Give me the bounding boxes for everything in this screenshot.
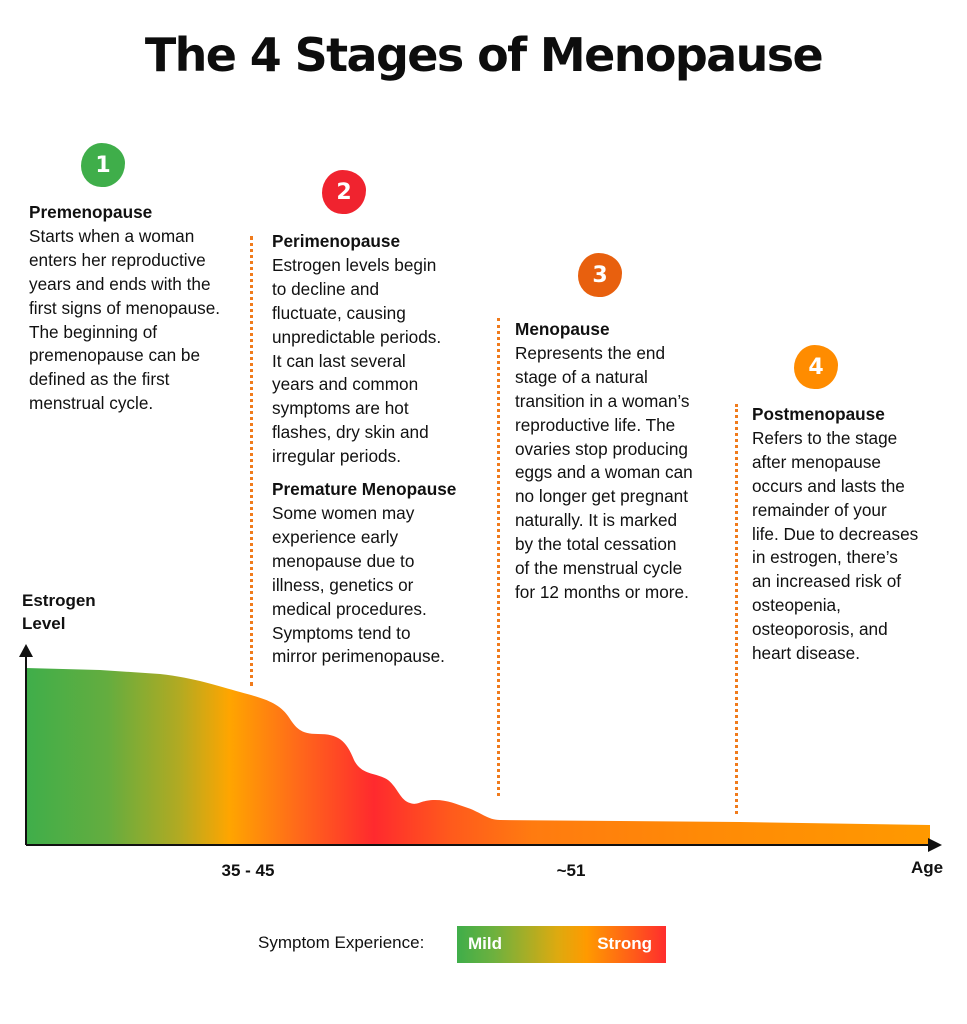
stage-1-text: Premenopause Starts when a woman enters …: [29, 201, 244, 416]
stage-2-sub-line: Symptoms tend to: [272, 622, 411, 643]
stage-4-line: life. Due to decreases: [752, 523, 919, 544]
stage-divider-4: [735, 404, 738, 814]
symptom-legend-bar: Mild Strong: [457, 926, 666, 963]
stage-4-line: osteoporosis, and: [752, 619, 888, 640]
stage-1-badge: 1: [81, 143, 125, 187]
stage-2-line: It can last several: [272, 350, 406, 371]
stage-4-line: in estrogen, there’s: [752, 547, 898, 568]
stage-3-line: ovaries stop producing: [515, 438, 688, 459]
page-title: The 4 Stages of Menopause: [144, 28, 824, 82]
stage-1-line: Starts when a woman: [29, 225, 195, 246]
estrogen-curve: [26, 668, 930, 845]
stage-1-line: defined as the first: [29, 369, 170, 390]
stage-4-line: after menopause: [752, 451, 881, 472]
y-axis-label-line2: Level: [22, 614, 66, 633]
stage-4-heading: Postmenopause: [752, 404, 885, 424]
stage-divider-2: [250, 236, 253, 686]
stage-2-line: symptoms are hot: [272, 398, 409, 419]
x-tick-label: ~51: [556, 861, 586, 880]
stage-2-line: Estrogen levels begin: [272, 254, 437, 275]
x-axis-arrow: [928, 838, 942, 852]
stage-1-line: premenopause can be: [29, 345, 201, 366]
y-axis-arrow: [19, 644, 33, 657]
stage-2-line: to decline and: [272, 278, 380, 299]
stage-4-line: heart disease.: [752, 643, 860, 664]
stage-4-line: osteopenia,: [752, 595, 841, 616]
stage-4-line: occurs and lasts the: [752, 475, 905, 496]
stage-divider-3: [497, 318, 500, 796]
stage-3-line: naturally. It is marked: [515, 510, 678, 531]
stage-3-line: for 12 months or more.: [515, 581, 689, 602]
stage-2-sub-line: experience early: [272, 526, 399, 547]
legend-mild-label: Mild: [468, 934, 502, 953]
stage-1-heading: Premenopause: [29, 202, 153, 222]
stage-2-heading: Perimenopause: [272, 231, 400, 251]
stage-1-line: menstrual cycle.: [29, 393, 154, 414]
stage-2-badge: 2: [322, 170, 366, 214]
legend-strong-label: Strong: [597, 934, 652, 953]
stage-3-line: of the menstrual cycle: [515, 558, 683, 579]
stage-2-sub-line: menopause due to: [272, 550, 415, 571]
stage-3-line: no longer get pregnant: [515, 486, 688, 507]
stage-3-line: eggs and a woman can: [515, 462, 693, 483]
stage-2-line: unpredictable periods.: [272, 326, 442, 347]
stage-3-line: by the total cessation: [515, 534, 677, 555]
stage-2-subheading: Premature Menopause: [272, 479, 457, 500]
stage-4-text: Postmenopause Refers to the stage after …: [752, 403, 957, 666]
stage-1-line: years and ends with the: [29, 273, 211, 294]
stage-2-line: irregular periods.: [272, 446, 401, 467]
stage-2-line: flashes, dry skin and: [272, 422, 429, 443]
stage-3-badge: 3: [578, 253, 622, 297]
stage-2-sub-line: illness, genetics or: [272, 574, 414, 595]
stage-4-line: an increased risk of: [752, 571, 902, 592]
stage-2-line: fluctuate, causing: [272, 302, 406, 323]
x-axis-label: Age: [911, 858, 944, 877]
stage-4-badge: 4: [794, 345, 838, 389]
stage-3-line: Represents the end: [515, 342, 666, 363]
stage-3-line: reproductive life. The: [515, 414, 676, 435]
stage-3-text: Menopause Represents the end stage of a …: [515, 318, 735, 605]
legend-label: Symptom Experience:: [258, 933, 425, 952]
stage-2-sub-line: mirror perimenopause.: [272, 646, 445, 667]
stage-1-line: first signs of menopause.: [29, 297, 221, 318]
stage-2-text: Perimenopause Estrogen levels begin to d…: [272, 230, 492, 669]
stage-3-heading: Menopause: [515, 319, 610, 339]
x-tick-label: 35 - 45: [221, 861, 275, 880]
stage-3-line: stage of a natural: [515, 366, 648, 387]
stage-4-line: remainder of your: [752, 499, 887, 520]
stage-1-line: The beginning of: [29, 321, 158, 342]
y-axis-label-line1: Estrogen: [22, 591, 96, 610]
stage-2-sub-line: medical procedures.: [272, 598, 427, 619]
stage-3-line: transition in a woman’s: [515, 390, 690, 411]
stage-2-line: years and common: [272, 374, 419, 395]
stage-4-line: Refers to the stage: [752, 427, 898, 448]
stage-1-line: enters her reproductive: [29, 249, 206, 270]
stage-2-sub-line: Some women may: [272, 502, 415, 523]
y-axis-label: Estrogen Level: [22, 589, 96, 635]
